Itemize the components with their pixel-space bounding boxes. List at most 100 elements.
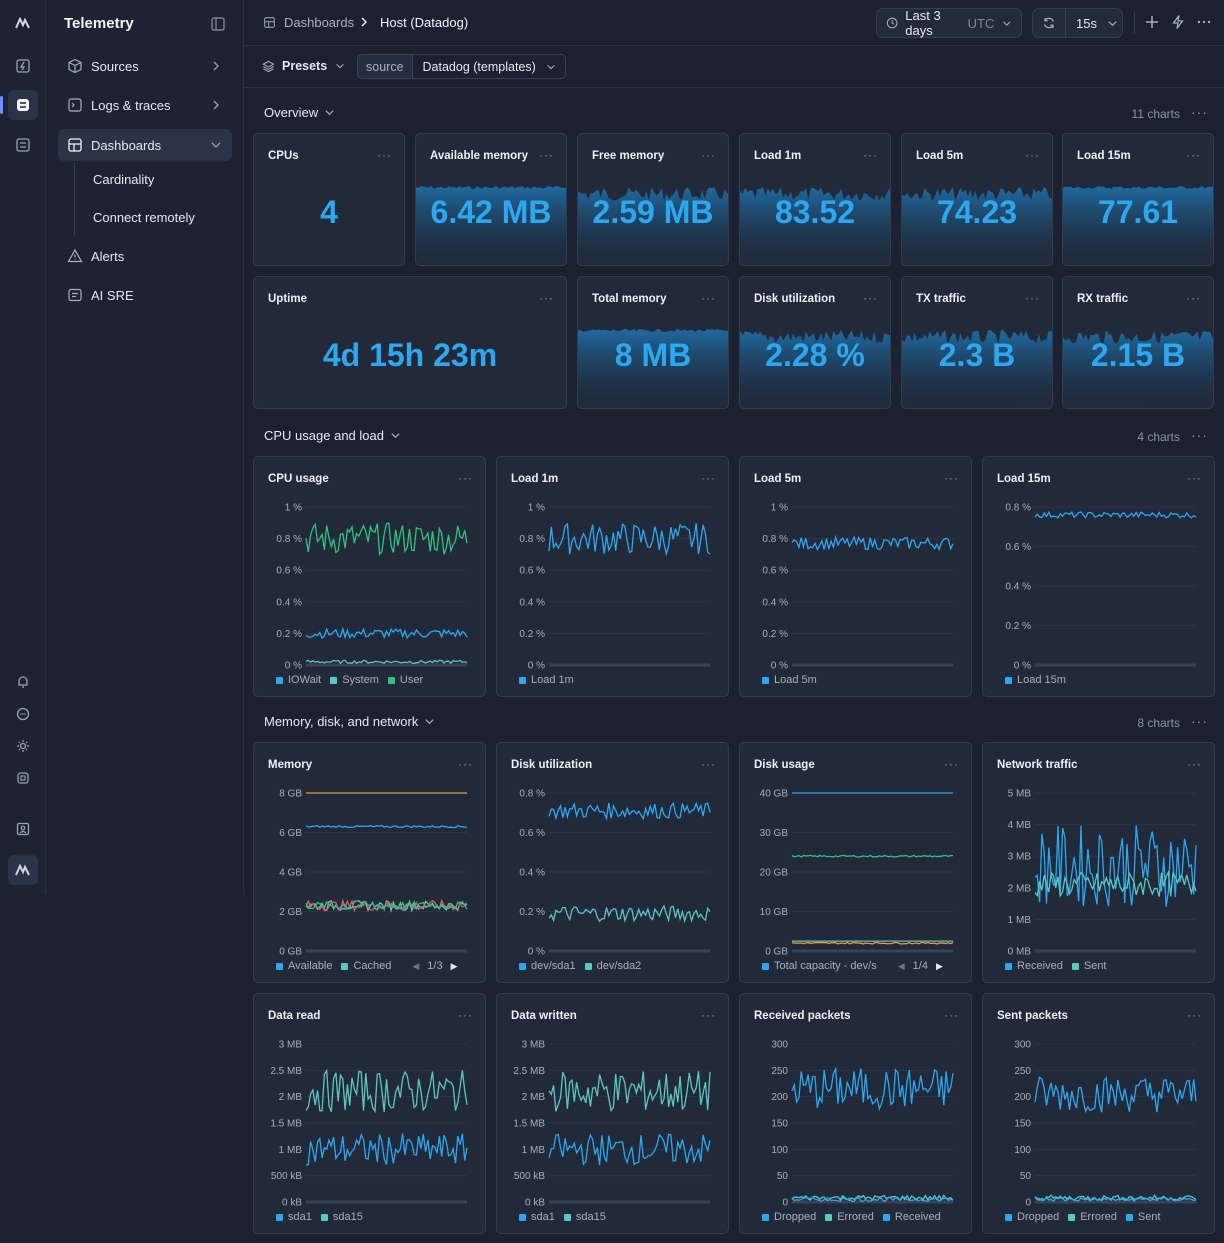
card-more-icon[interactable]: ··· bbox=[1187, 1008, 1202, 1022]
chart-card[interactable]: Total memory ··· 8 MB bbox=[577, 276, 729, 409]
prev-page-icon[interactable]: ◀ bbox=[897, 960, 905, 971]
card-more-icon[interactable]: ··· bbox=[701, 291, 716, 305]
sidebar-item-alerts[interactable]: Alerts bbox=[58, 240, 232, 272]
legend-item[interactable]: Load 1m bbox=[519, 674, 574, 686]
source-filter[interactable]: source Datadog (templates) bbox=[357, 54, 566, 79]
card-more-icon[interactable]: ··· bbox=[1186, 291, 1201, 305]
breadcrumb-root[interactable]: Dashboards bbox=[284, 15, 355, 30]
prev-page-icon[interactable]: ◀ bbox=[412, 960, 420, 971]
chart-card[interactable]: Data written ··· 3 MB 2.5 MB 2 MB 1.5 MB 1 MB 5… bbox=[496, 993, 729, 1234]
chart-card[interactable]: Available memory ··· 6.42 MB bbox=[415, 133, 567, 266]
legend-item[interactable]: Received bbox=[882, 1211, 941, 1223]
collapse-sidebar-icon[interactable] bbox=[211, 17, 225, 31]
time-range-picker[interactable]: Last 3 days UTC bbox=[876, 8, 1022, 38]
legend-item[interactable]: Dropped bbox=[1005, 1211, 1059, 1223]
chart-card[interactable]: Received packets ··· 300 250 200 150 100 50 0 Dro… bbox=[739, 993, 972, 1234]
legend-item[interactable]: Load 5m bbox=[762, 674, 817, 686]
card-more-icon[interactable]: ··· bbox=[458, 1008, 473, 1022]
section-cpu-toggle[interactable]: CPU usage and load bbox=[264, 428, 401, 443]
chart-card[interactable]: Uptime ··· 4d 15h 23m bbox=[253, 276, 567, 409]
card-more-icon[interactable]: ··· bbox=[539, 148, 554, 162]
legend-item[interactable]: Received bbox=[1005, 960, 1063, 972]
sidebar-item-logs[interactable]: Logs & traces bbox=[58, 89, 232, 121]
explore-icon[interactable] bbox=[0, 90, 38, 120]
legend-item[interactable]: Available bbox=[276, 960, 332, 972]
next-page-icon[interactable]: ▶ bbox=[450, 960, 458, 971]
legend-item[interactable]: sda15 bbox=[563, 1211, 606, 1223]
dashboard-list-icon[interactable] bbox=[8, 130, 38, 160]
legend-item[interactable]: Load 15m bbox=[1005, 674, 1066, 686]
chat-icon[interactable] bbox=[8, 699, 38, 729]
more-icon[interactable] bbox=[1196, 14, 1212, 30]
chart-card[interactable]: Network traffic ··· 5 MB 4 MB 3 MB 2 MB 1 MB 0 … bbox=[982, 742, 1215, 983]
next-page-icon[interactable]: ▶ bbox=[935, 960, 943, 971]
card-more-icon[interactable]: ··· bbox=[701, 471, 716, 485]
refresh-interval-select[interactable]: 15s bbox=[1066, 16, 1118, 31]
card-more-icon[interactable]: ··· bbox=[1187, 757, 1202, 771]
card-more-icon[interactable]: ··· bbox=[944, 757, 959, 771]
card-more-icon[interactable]: ··· bbox=[1187, 471, 1202, 485]
chart-card[interactable]: Load 5m ··· 1 % 0.8 % 0.6 % 0.4 % 0.2 % 0 % Load… bbox=[739, 456, 972, 697]
legend-item[interactable]: Errored bbox=[825, 1211, 874, 1223]
chart-card[interactable]: Load 5m ··· 74.23 bbox=[901, 133, 1053, 266]
chart-card[interactable]: Load 1m ··· 83.52 bbox=[739, 133, 891, 266]
card-more-icon[interactable]: ··· bbox=[377, 148, 392, 162]
chart-card[interactable]: Load 15m ··· 77.61 bbox=[1062, 133, 1214, 266]
sidebar-item-ai-sre[interactable]: AI SRE bbox=[58, 279, 232, 311]
card-more-icon[interactable]: ··· bbox=[1186, 148, 1201, 162]
section-mem-toggle[interactable]: Memory, disk, and network bbox=[264, 714, 435, 729]
chart-card[interactable]: Load 1m ··· 1 % 0.8 % 0.6 % 0.4 % 0.2 % 0 % Load… bbox=[496, 456, 729, 697]
sidebar-item-connect-remotely[interactable]: Connect remotely bbox=[93, 210, 195, 225]
section-more-icon[interactable]: ··· bbox=[1191, 427, 1208, 443]
chart-card[interactable]: TX traffic ··· 2.3 B bbox=[901, 276, 1053, 409]
sidebar-item-dashboards[interactable]: Dashboards bbox=[58, 129, 232, 161]
chart-card[interactable]: Load 15m ··· 0.8 % 0.6 % 0.4 % 0.2 % 0 % Load 1… bbox=[982, 456, 1215, 697]
card-more-icon[interactable]: ··· bbox=[458, 757, 473, 771]
card-more-icon[interactable]: ··· bbox=[458, 471, 473, 485]
section-more-icon[interactable]: ··· bbox=[1191, 104, 1208, 120]
card-more-icon[interactable]: ··· bbox=[701, 757, 716, 771]
card-more-icon[interactable]: ··· bbox=[701, 148, 716, 162]
org-avatar-icon[interactable] bbox=[8, 855, 38, 885]
chart-card[interactable]: CPU usage ··· 1 % 0.8 % 0.6 % 0.4 % 0.2 % 0 % IO… bbox=[253, 456, 486, 697]
card-more-icon[interactable]: ··· bbox=[944, 1008, 959, 1022]
legend-item[interactable]: sda15 bbox=[320, 1211, 363, 1223]
sidebar-item-cardinality[interactable]: Cardinality bbox=[93, 172, 155, 187]
chart-card[interactable]: Free memory ··· 2.59 MB bbox=[577, 133, 729, 266]
presets-button[interactable]: Presets bbox=[262, 59, 345, 73]
chart-card[interactable]: Disk usage ··· 40 GB 30 GB 20 GB 10 GB 0 GB Tot… bbox=[739, 742, 972, 983]
chart-card[interactable]: Memory ··· 8 GB 6 GB 4 GB 2 GB 0 GB Available Ca… bbox=[253, 742, 486, 983]
bell-icon[interactable] bbox=[8, 667, 38, 697]
card-more-icon[interactable]: ··· bbox=[1025, 291, 1040, 305]
legend-item[interactable]: Sent bbox=[1125, 1211, 1161, 1223]
chart-card[interactable]: CPUs ··· 4 bbox=[253, 133, 405, 266]
chart-card[interactable]: Data read ··· 3 MB 2.5 MB 2 MB 1.5 MB 1 MB 500 … bbox=[253, 993, 486, 1234]
legend-item[interactable]: dev/sda2 bbox=[584, 960, 641, 972]
card-more-icon[interactable]: ··· bbox=[1025, 148, 1040, 162]
lightning-icon[interactable] bbox=[8, 51, 38, 81]
user-settings-icon[interactable] bbox=[8, 814, 38, 844]
chart-card[interactable]: Disk utilization ··· 0.8 % 0.6 % 0.4 % 0.2 % 0… bbox=[496, 742, 729, 983]
card-more-icon[interactable]: ··· bbox=[701, 1008, 716, 1022]
legend-item[interactable]: sda1 bbox=[276, 1211, 312, 1223]
legend-item[interactable]: User bbox=[387, 674, 423, 686]
bolt-icon[interactable] bbox=[1170, 14, 1186, 30]
logo-icon[interactable] bbox=[8, 8, 38, 38]
card-more-icon[interactable]: ··· bbox=[863, 148, 878, 162]
legend-item[interactable]: IOWait bbox=[276, 674, 321, 686]
chart-card[interactable]: Sent packets ··· 300 250 200 150 100 50 0 Dropped… bbox=[982, 993, 1215, 1234]
legend-item[interactable]: sda1 bbox=[519, 1211, 555, 1223]
card-more-icon[interactable]: ··· bbox=[539, 291, 554, 305]
chart-card[interactable]: RX traffic ··· 2.15 B bbox=[1062, 276, 1214, 409]
legend-item[interactable]: Errored bbox=[1068, 1211, 1117, 1223]
legend-item[interactable]: Total capacity - dev/s bbox=[762, 960, 877, 972]
section-more-icon[interactable]: ··· bbox=[1191, 713, 1208, 729]
sun-icon[interactable] bbox=[8, 731, 38, 761]
legend-item[interactable]: System bbox=[330, 674, 379, 686]
chart-card[interactable]: Disk utilization ··· 2.28 % bbox=[739, 276, 891, 409]
card-more-icon[interactable]: ··· bbox=[944, 471, 959, 485]
section-overview-toggle[interactable]: Overview bbox=[264, 105, 335, 120]
command-icon[interactable] bbox=[8, 763, 38, 793]
plus-icon[interactable] bbox=[1144, 14, 1160, 30]
sidebar-item-sources[interactable]: Sources bbox=[58, 50, 232, 82]
